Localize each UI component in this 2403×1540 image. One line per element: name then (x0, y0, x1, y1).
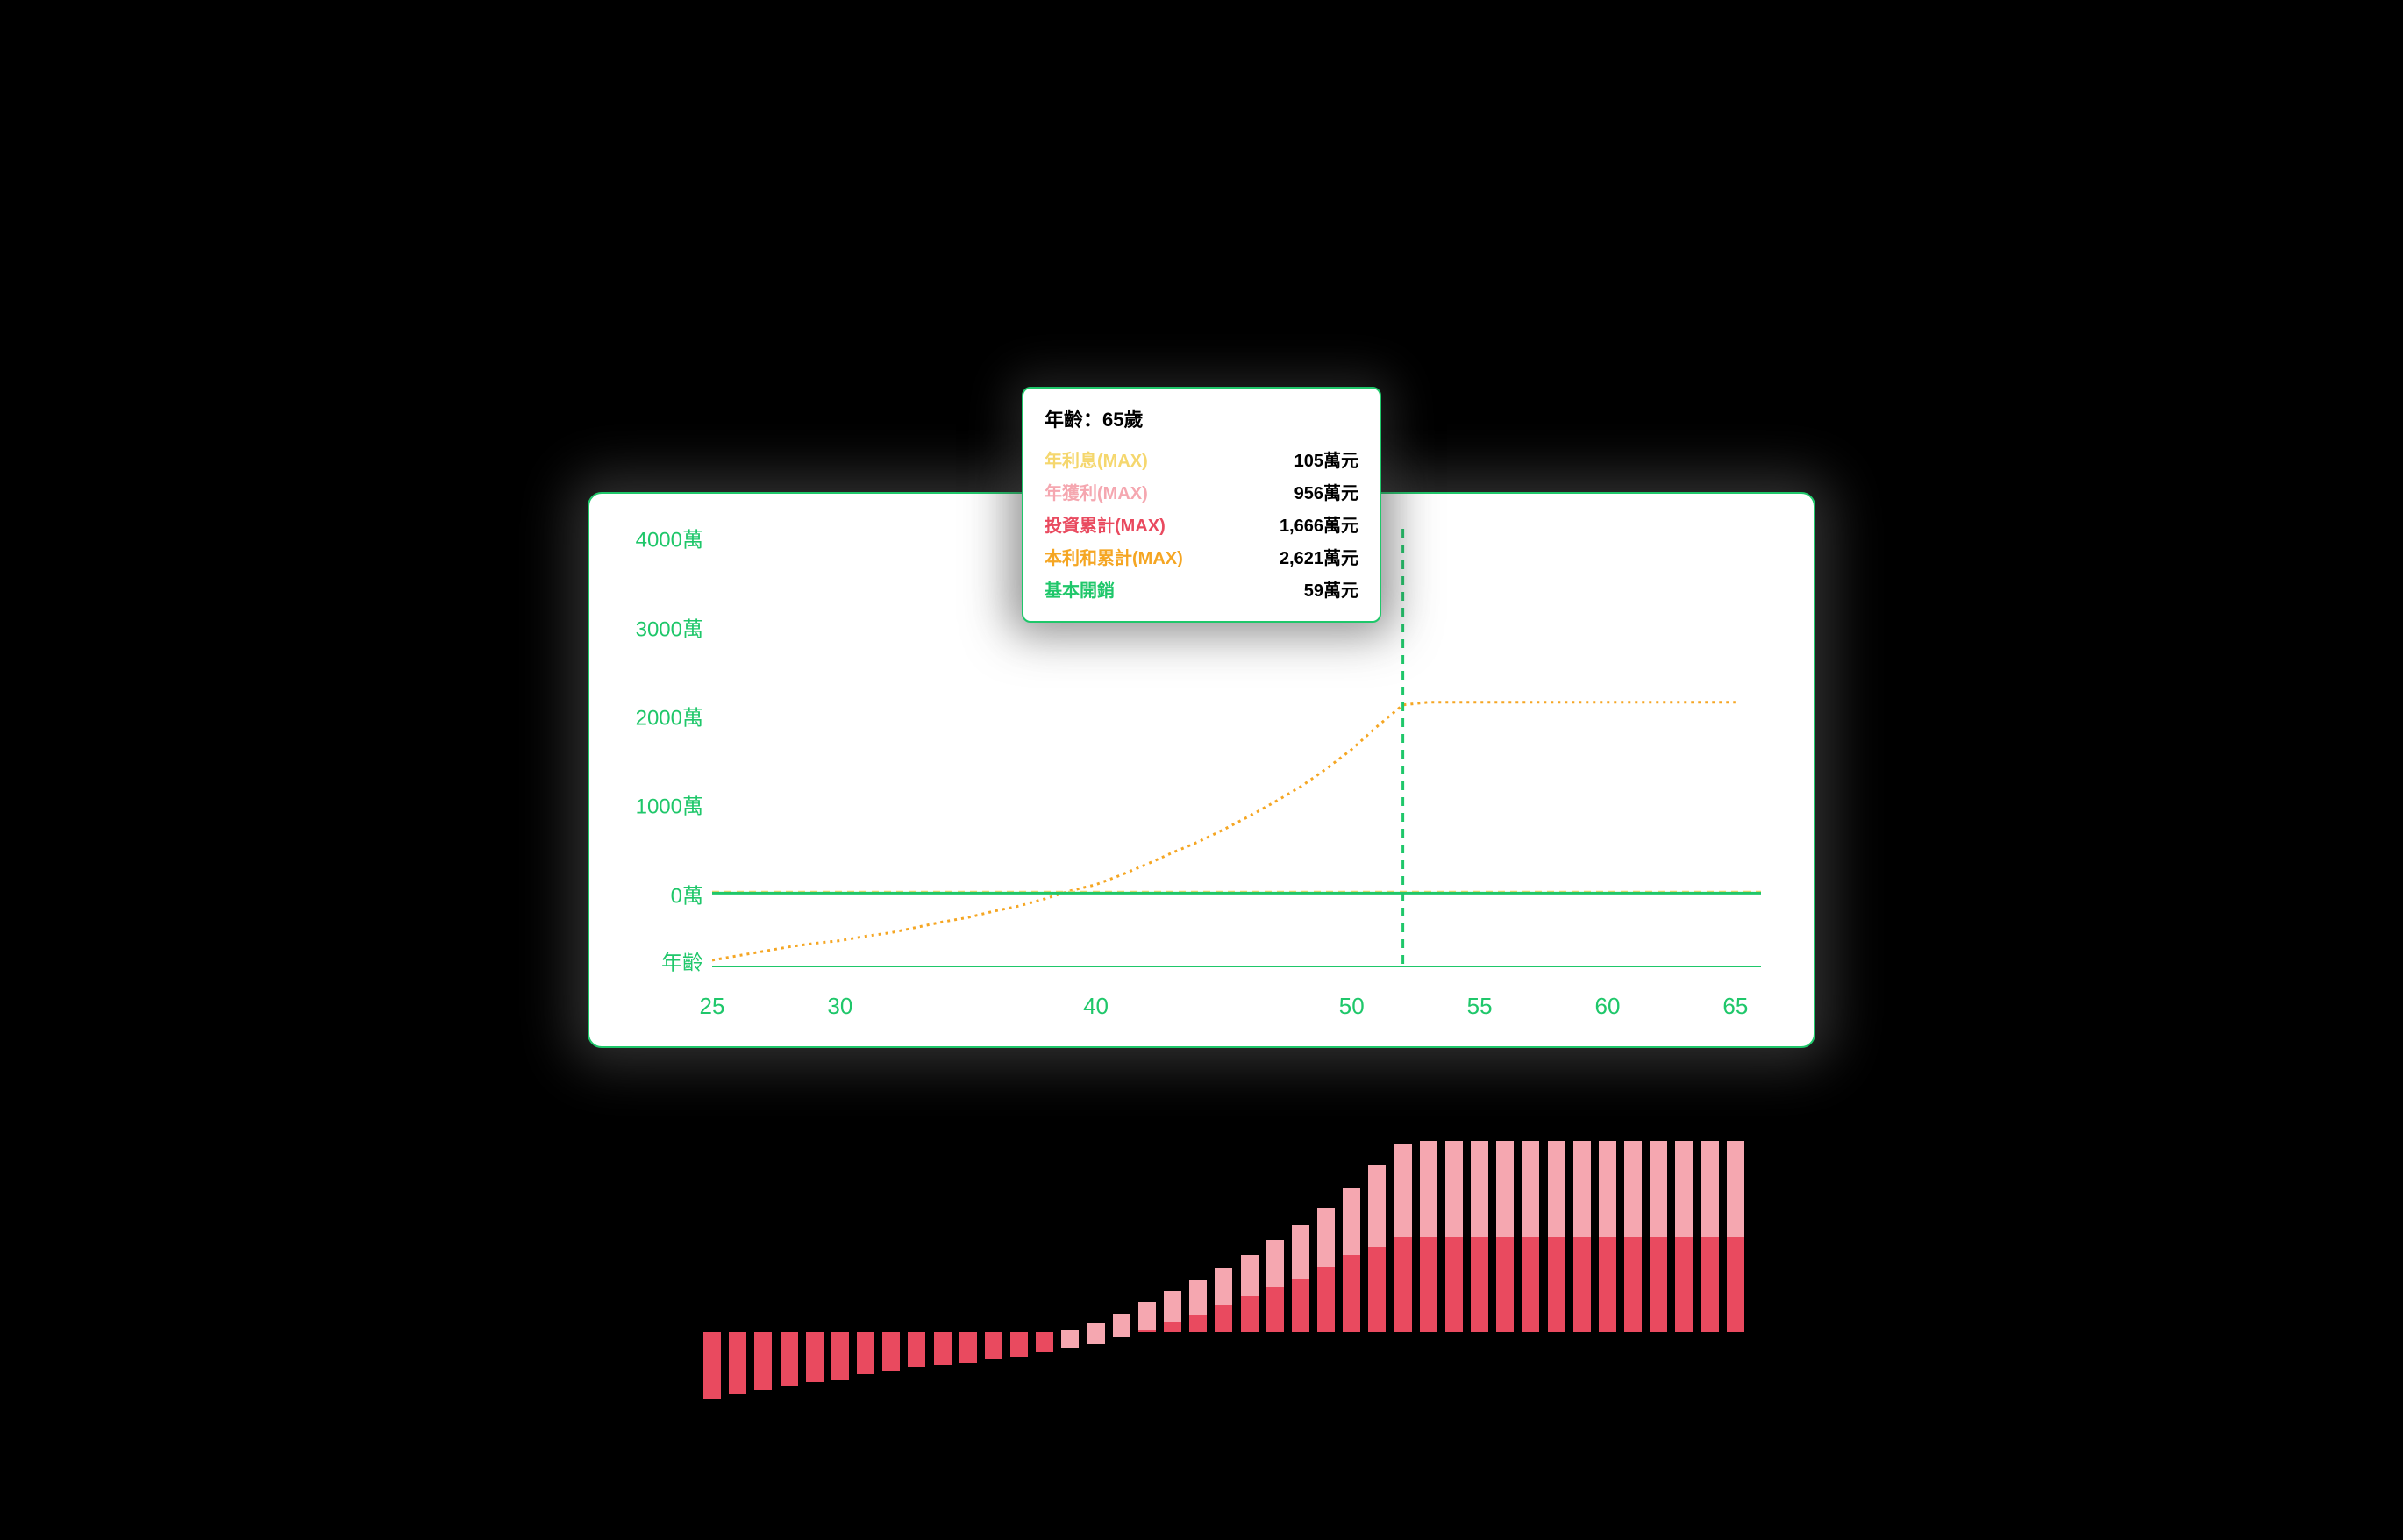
chart-tooltip: 年齡：65歲 年利息(MAX)105萬元年獲利(MAX)956萬元投資累計(MA… (1022, 387, 1381, 623)
bar-profit (1675, 1141, 1693, 1238)
bar-invest (1368, 1247, 1386, 1331)
x-tick-label: 65 (1722, 993, 1748, 1020)
bar-profit (1113, 1314, 1130, 1337)
bar-invest (1010, 1332, 1028, 1357)
bar-profit (1394, 1144, 1412, 1238)
bar-invest (806, 1332, 824, 1382)
bar-profit (1599, 1141, 1616, 1238)
bar-invest (1701, 1237, 1719, 1332)
bar-invest (1292, 1279, 1309, 1332)
bar-invest (703, 1332, 721, 1399)
tooltip-row-label: 基本開銷 (1045, 576, 1304, 602)
x-axis: 25304050556065 (712, 976, 1761, 1020)
bar-invest (1548, 1237, 1565, 1332)
tooltip-row-value: 105萬元 (1294, 446, 1358, 472)
bar-profit (1317, 1208, 1335, 1267)
tooltip-row: 年獲利(MAX)956萬元 (1045, 475, 1358, 508)
bar-profit (1241, 1255, 1259, 1297)
bar-profit (1496, 1141, 1514, 1238)
bar-invest (1675, 1237, 1693, 1332)
bar-profit (1624, 1141, 1642, 1238)
bar-profit (1548, 1141, 1565, 1238)
bar-invest (754, 1332, 772, 1390)
bar-invest (1522, 1237, 1539, 1332)
y-tick-label: 2000萬 (624, 700, 703, 731)
tooltip-row-label: 年利息(MAX) (1045, 446, 1294, 472)
bar-invest (1036, 1332, 1053, 1352)
x-tick-label: 30 (827, 993, 852, 1020)
bar-profit (1292, 1225, 1309, 1279)
x-baseline (712, 966, 1761, 967)
tooltip-row-label: 年獲利(MAX) (1045, 479, 1294, 504)
bar-invest (934, 1332, 952, 1365)
tooltip-row-label: 本利和累計(MAX) (1045, 544, 1280, 569)
bar-profit (1061, 1330, 1079, 1348)
bar-profit (1266, 1240, 1284, 1287)
bar-invest (1164, 1322, 1181, 1332)
tooltip-row: 基本開銷59萬元 (1045, 573, 1358, 605)
bar-profit (1343, 1188, 1360, 1255)
tooltip-row: 年利息(MAX)105萬元 (1045, 443, 1358, 475)
tooltip-row-value: 59萬元 (1304, 576, 1358, 602)
bar-profit (1445, 1141, 1463, 1238)
tooltip-row-value: 956萬元 (1294, 479, 1358, 504)
bar-invest (959, 1332, 977, 1363)
bar-invest (1650, 1237, 1667, 1332)
bar-invest (985, 1332, 1002, 1359)
x-tick-label: 50 (1339, 993, 1365, 1020)
bar-profit (1087, 1323, 1105, 1344)
bar-invest (1727, 1237, 1744, 1332)
bar-invest (1573, 1237, 1591, 1332)
bar-profit (1368, 1165, 1386, 1247)
bar-profit (1189, 1280, 1207, 1315)
tooltip-row: 投資累計(MAX)1,666萬元 (1045, 508, 1358, 540)
bar-invest (1317, 1267, 1335, 1332)
bar-invest (1599, 1237, 1616, 1332)
x-tick-label: 25 (700, 993, 725, 1020)
y-axis: 年齡0萬1000萬2000萬3000萬4000萬 (624, 529, 703, 967)
bar-profit (1701, 1141, 1719, 1238)
bar-profit (1522, 1141, 1539, 1238)
tooltip-row-value: 1,666萬元 (1280, 511, 1358, 537)
y-tick-label: 3000萬 (624, 611, 703, 642)
y-tick-label: 年齡 (624, 945, 703, 975)
bar-invest (1394, 1237, 1412, 1332)
bar-invest (1266, 1287, 1284, 1332)
bar-profit (1471, 1141, 1488, 1238)
bar-invest (781, 1332, 798, 1386)
bar-invest (1496, 1237, 1514, 1332)
tooltip-title: 年齡：65歲 (1045, 404, 1358, 432)
bar-profit (1138, 1302, 1156, 1329)
y-tick-label: 0萬 (624, 878, 703, 909)
bar-invest (1189, 1315, 1207, 1332)
bar-invest (908, 1332, 925, 1368)
y-tick-label: 1000萬 (624, 789, 703, 820)
bar-invest (882, 1332, 900, 1372)
bar-profit (1650, 1141, 1667, 1238)
bar-profit (1420, 1141, 1437, 1238)
bar-invest (1343, 1255, 1360, 1332)
bar-profit (1215, 1268, 1232, 1306)
bar-profit (1727, 1141, 1744, 1238)
tooltip-row-value: 2,621萬元 (1280, 544, 1358, 569)
bar-profit (1164, 1291, 1181, 1321)
x-tick-label: 40 (1083, 993, 1109, 1020)
y-tick-label: 4000萬 (624, 523, 703, 553)
bar-invest (857, 1332, 874, 1375)
bar-invest (1138, 1330, 1156, 1332)
bar-invest (831, 1332, 849, 1380)
bar-invest (1471, 1237, 1488, 1332)
bar-invest (729, 1332, 746, 1394)
bar-invest (1241, 1296, 1259, 1332)
bar-profit (1573, 1141, 1591, 1238)
tooltip-row-label: 投資累計(MAX) (1045, 511, 1280, 537)
bar-invest (1624, 1237, 1642, 1332)
tooltip-row: 本利和累計(MAX)2,621萬元 (1045, 540, 1358, 573)
x-tick-label: 60 (1595, 993, 1621, 1020)
bar-invest (1445, 1237, 1463, 1332)
x-tick-label: 55 (1467, 993, 1493, 1020)
bar-invest (1215, 1305, 1232, 1331)
bar-invest (1420, 1237, 1437, 1332)
